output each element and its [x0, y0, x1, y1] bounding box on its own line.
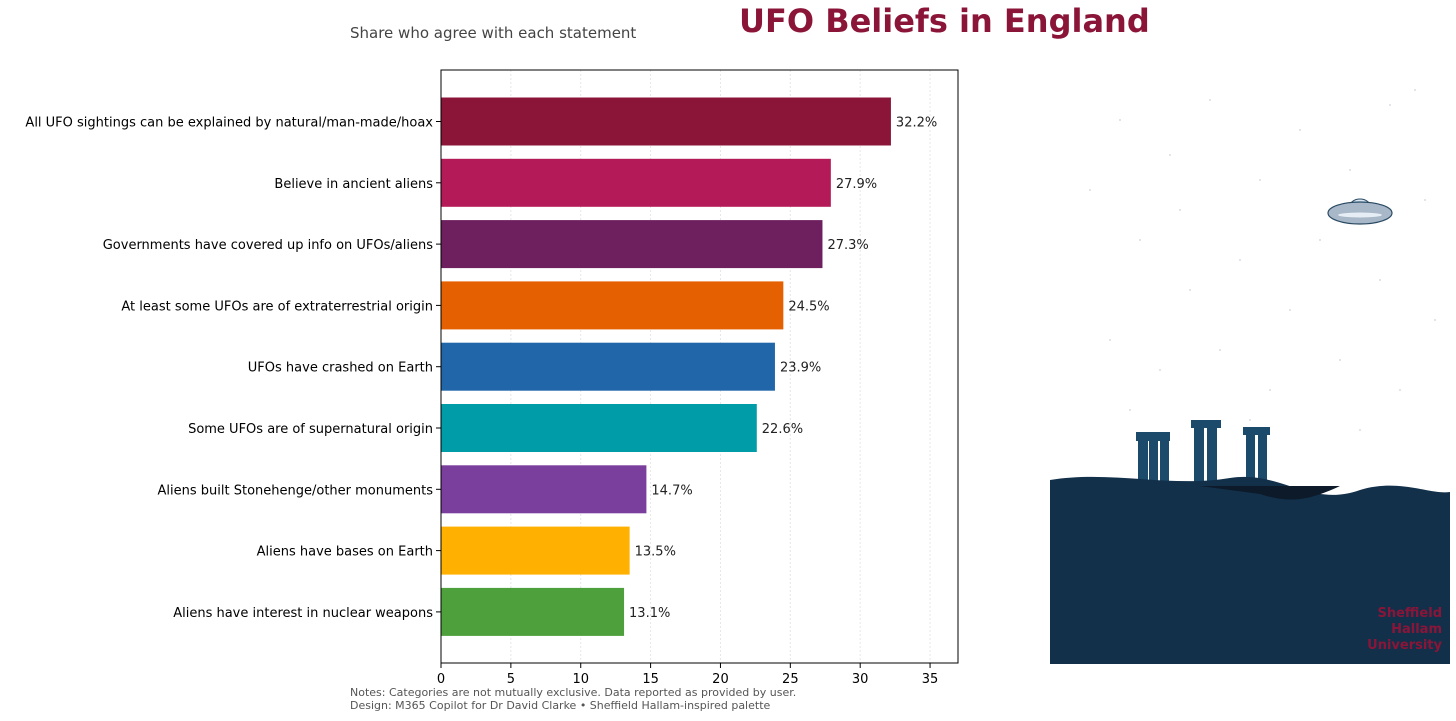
- bar-value-label: 24.5%: [788, 299, 829, 314]
- bar: [441, 404, 757, 452]
- chart-notes: Notes: Categories are not mutually exclu…: [350, 686, 796, 712]
- stonehenge-icon: [1136, 420, 1270, 486]
- y-tick-label: All UFO sightings can be explained by na…: [25, 116, 433, 131]
- bar-value-label: 23.9%: [780, 361, 821, 376]
- x-axis-label: Percent of respondents: [624, 689, 775, 690]
- bar: [441, 342, 775, 391]
- plot-frame: [440, 69, 959, 664]
- bar: [441, 97, 891, 146]
- y-tick-label: Governments have covered up info on UFOs…: [103, 238, 434, 253]
- y-tick-label: UFOs have crashed on Earth: [248, 361, 433, 376]
- ufo-icon: [1327, 198, 1393, 225]
- x-tick-label: 10: [572, 672, 589, 687]
- bar: [441, 220, 823, 269]
- bars: 32.2% All UFO sightings can be explained …: [25, 97, 937, 636]
- x-axis: 0 5 10 15 20 25 30 35: [437, 663, 938, 687]
- x-tick-label: 15: [642, 672, 659, 687]
- bar: [441, 587, 625, 636]
- chart-subtitle: Share who agree with each statement: [350, 24, 637, 42]
- bar: [441, 526, 630, 575]
- bar-value-label: 27.3%: [827, 238, 868, 253]
- bar-value-label: 22.6%: [762, 422, 803, 437]
- logo-line-3: University: [1367, 638, 1442, 653]
- bar-value-label: 14.7%: [651, 483, 692, 498]
- y-tick-label: Some UFOs are of supernatural origin: [188, 422, 433, 437]
- university-logo: Sheffield Hallam University: [1367, 606, 1442, 654]
- ground-hill: [1050, 476, 1450, 664]
- bar: [441, 158, 831, 207]
- y-tick-label: Believe in ancient aliens: [274, 177, 433, 192]
- y-tick-label: Aliens have interest in nuclear weapons: [173, 606, 433, 621]
- stonehenge-illustration: [1050, 89, 1450, 664]
- bar-value-label: 27.9%: [836, 177, 877, 192]
- bar-value-label: 13.1%: [629, 606, 670, 621]
- x-tick-label: 0: [437, 672, 445, 687]
- notes-line-2: Design: M365 Copilot for Dr David Clarke…: [350, 699, 771, 712]
- ground-shadow: [1200, 486, 1340, 500]
- x-tick-label: 30: [852, 672, 869, 687]
- x-tick-label: 20: [712, 672, 729, 687]
- y-tick-label: Aliens built Stonehenge/other monuments: [158, 483, 434, 498]
- logo-line-1: Sheffield: [1377, 606, 1442, 621]
- page-title: UFO Beliefs in England: [739, 2, 1150, 40]
- bar-value-label: 32.2%: [896, 116, 937, 131]
- stars: [1089, 89, 1436, 431]
- x-tick-label: 35: [922, 672, 939, 687]
- bar-value-label: 13.5%: [635, 545, 676, 560]
- bar: [441, 465, 647, 514]
- x-tick-label: 25: [782, 672, 799, 687]
- x-tick-label: 5: [507, 672, 515, 687]
- logo-line-2: Hallam: [1391, 622, 1442, 637]
- y-tick-label: Aliens have bases on Earth: [257, 545, 433, 560]
- bar-chart: 32.2% All UFO sightings can be explained …: [25, 69, 959, 690]
- bar: [441, 281, 784, 330]
- y-tick-label: At least some UFOs are of extraterrestri…: [121, 299, 433, 314]
- notes-line-1: Notes: Categories are not mutually exclu…: [350, 686, 797, 699]
